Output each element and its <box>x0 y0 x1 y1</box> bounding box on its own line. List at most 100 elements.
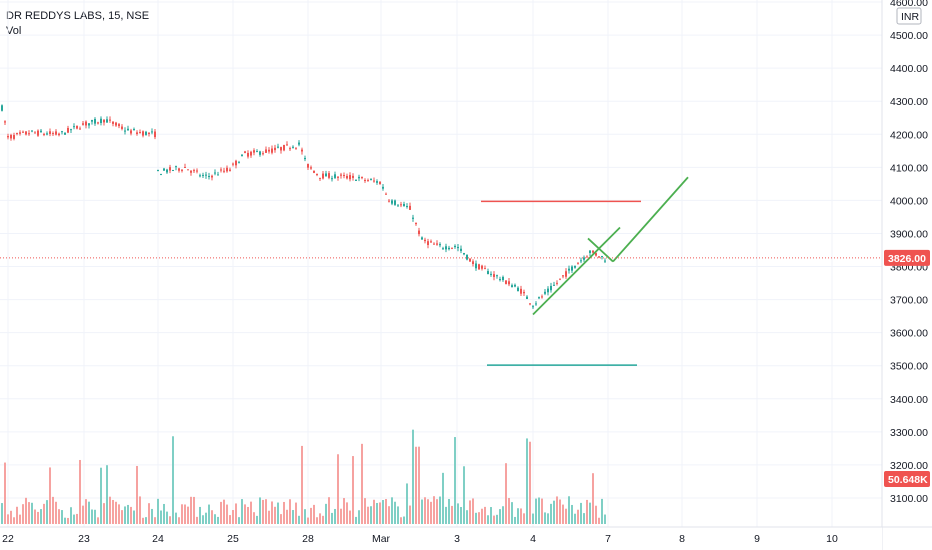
volume-indicator-label[interactable]: Vol <box>6 25 22 37</box>
volume-bar <box>211 510 213 524</box>
volume-bar <box>493 515 495 524</box>
price-tick-label: 4400.00 <box>890 63 928 75</box>
volume-bar <box>307 517 309 524</box>
volume-bar <box>439 496 441 524</box>
drawing-tools[interactable] <box>481 176 689 366</box>
candle-body <box>430 241 432 243</box>
candle-body <box>289 148 291 150</box>
candle-body <box>307 163 309 168</box>
candle-body <box>505 280 507 284</box>
candle-body <box>517 287 519 292</box>
volume-bar <box>487 515 489 524</box>
volume-bar <box>328 497 330 524</box>
volume-bar <box>115 501 117 524</box>
candle-body <box>115 122 117 126</box>
time-tick-label: Mar <box>372 533 391 545</box>
candle-body <box>526 296 528 300</box>
candle-body <box>586 256 588 258</box>
candle-body <box>151 131 153 133</box>
candle-body <box>214 172 216 174</box>
candle-body <box>421 237 423 240</box>
time-axis-bg <box>0 527 882 550</box>
candle-body <box>514 284 516 287</box>
volume-bar <box>532 513 534 524</box>
volume-bar <box>544 512 546 524</box>
volume-bar <box>571 504 573 524</box>
volume-bar <box>46 500 48 524</box>
volume-bar <box>355 516 357 524</box>
volume-bar <box>502 506 504 524</box>
time-tick-label: 23 <box>78 533 90 545</box>
candle-body <box>424 239 426 242</box>
candle-body <box>46 133 48 135</box>
volume-bar <box>238 517 240 524</box>
volume-bar <box>136 465 138 524</box>
volume-bar <box>127 504 129 524</box>
candle-body <box>400 204 402 206</box>
candle-body <box>352 175 354 178</box>
volume-bar <box>472 498 474 524</box>
candle-body <box>64 132 66 135</box>
candle-body <box>232 163 234 165</box>
volume-bar <box>352 456 354 524</box>
candle-body <box>58 133 60 136</box>
volume-bar <box>52 496 54 524</box>
volume-bar <box>337 454 339 524</box>
price-tick-label: 4600.00 <box>890 0 928 9</box>
symbol-title[interactable]: DR REDDYS LABS, 15, NSE <box>6 10 150 22</box>
volume-bar <box>361 443 363 524</box>
time-tick-label: 28 <box>302 533 314 545</box>
candle-body <box>508 281 510 285</box>
candle-body <box>91 119 93 122</box>
candle-body <box>520 288 522 294</box>
time-tick-label: 4 <box>530 533 536 545</box>
volume-bar <box>484 506 486 524</box>
candle-body <box>16 133 18 135</box>
candle-body <box>595 253 597 256</box>
volume-bar <box>283 501 285 524</box>
volume-bar <box>304 509 306 524</box>
volume-bar <box>436 499 438 524</box>
last-price-label: 3826.00 <box>888 253 926 265</box>
price-tick-label: 3300.00 <box>890 427 928 439</box>
volume-bar <box>121 510 123 524</box>
candle-body <box>31 130 33 132</box>
price-axis[interactable]: 4600.00 4500.00 4400.00 4300.00 4200.00 4100.… <box>881 0 932 550</box>
candle-body <box>316 173 318 175</box>
volume-bar <box>94 509 96 524</box>
candle-body <box>43 133 45 135</box>
candle-body <box>457 246 459 249</box>
time-axis[interactable]: 22 23 24 25 28 Mar 3 4 7 8 9 10 <box>0 526 932 550</box>
volume-bar <box>448 498 450 524</box>
volume-bar <box>91 509 93 524</box>
volume-bar <box>451 505 453 524</box>
volume-bar <box>580 502 582 524</box>
candle-body <box>283 145 285 151</box>
volume-bar <box>481 508 483 524</box>
candle-body <box>112 121 114 124</box>
volume-bar <box>346 502 348 524</box>
candle-body <box>217 174 219 176</box>
candle-body <box>1 105 3 111</box>
candle-body <box>373 180 375 182</box>
currency-box <box>896 7 922 25</box>
candle-body <box>193 170 195 172</box>
candle-body <box>433 243 435 245</box>
candle-body <box>499 279 501 281</box>
candle-body <box>448 247 450 250</box>
candle-body <box>250 151 252 156</box>
volume-bar <box>145 517 147 524</box>
candle-body <box>199 175 201 177</box>
candle-body <box>160 174 162 176</box>
price-tick-label: 4100.00 <box>890 162 928 174</box>
candle-body <box>577 263 579 265</box>
candle-body <box>223 170 225 172</box>
volume-bar <box>100 467 102 524</box>
volume-bar <box>106 465 108 524</box>
candle-body <box>541 296 543 298</box>
time-tick-label: 9 <box>754 533 760 545</box>
volume-bar <box>382 500 384 524</box>
candle-body <box>73 126 75 128</box>
trendline-projection <box>612 176 689 263</box>
